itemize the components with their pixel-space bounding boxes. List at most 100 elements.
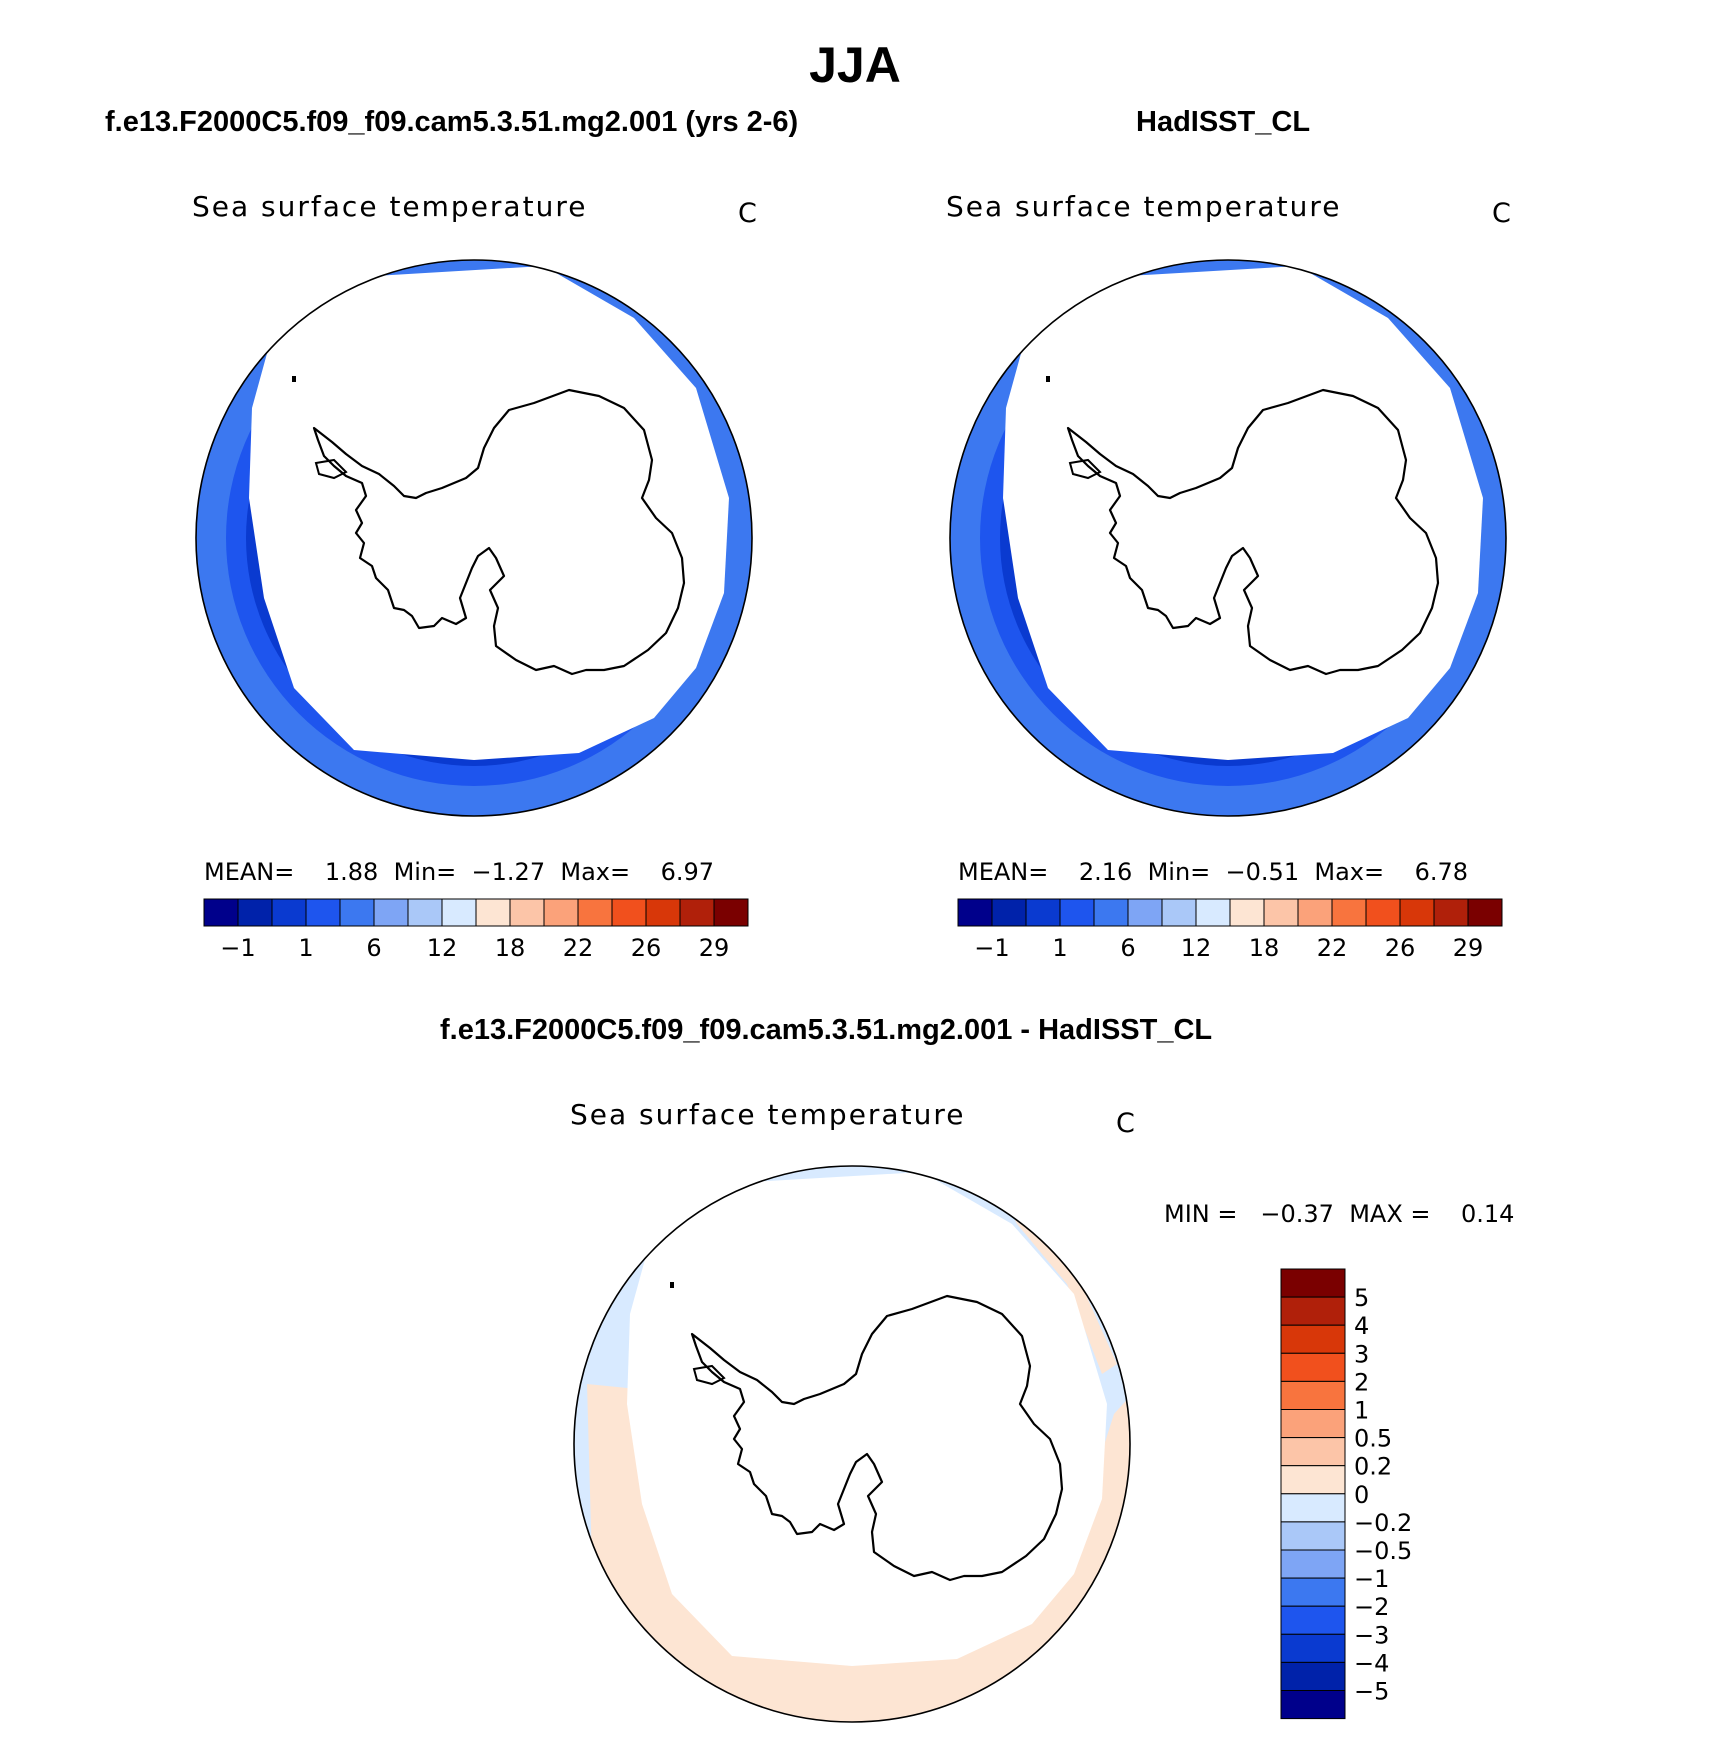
colorbar-swatch	[1280, 1605, 1346, 1635]
max-value: 6.78	[1414, 858, 1469, 886]
colorbar-swatch	[1280, 1465, 1346, 1495]
colorbar-swatch	[1280, 1661, 1346, 1691]
positive-anomaly-patch	[1002, 1194, 1117, 1374]
variable-label-diff: Sea surface temperature	[570, 1098, 966, 1131]
colorbar-tick-label: 5	[1354, 1284, 1369, 1312]
colorbar-swatch	[577, 898, 613, 927]
min-value: −1.27	[471, 858, 546, 886]
colorbar-tick-label: 3	[1354, 1340, 1369, 1368]
panel-title-diff: f.e13.F2000C5.f09_f09.cam5.3.51.mg2.001 …	[440, 1014, 1213, 1046]
mean-value: 2.16	[1078, 858, 1133, 886]
max-value: 0.14	[1461, 1200, 1515, 1228]
colorbar-swatch	[1280, 1268, 1346, 1298]
colorbar-tick-label: 29	[699, 934, 730, 962]
panel-title-model: f.e13.F2000C5.f09_f09.cam5.3.51.mg2.001 …	[105, 106, 799, 138]
colorbar-tick-label: 6	[1120, 934, 1135, 962]
colorbar-swatch	[991, 898, 1027, 927]
colorbar-tick-label: −1	[220, 934, 255, 962]
colorbar-tick-label: 0	[1354, 1481, 1369, 1509]
colorbar-tick-label: −0.2	[1354, 1509, 1412, 1537]
sea-ice-mask	[627, 1172, 1107, 1666]
island-marker	[1046, 376, 1050, 382]
colorbar-swatch	[475, 898, 511, 927]
stats-model: MEAN= 1.88 Min= −1.27 Max= 6.97	[204, 858, 714, 886]
colorbar-swatch	[1161, 898, 1197, 927]
map-boundary	[195, 259, 753, 817]
antarctica-coastline	[1066, 388, 1440, 676]
colorbar-swatch	[1280, 1577, 1346, 1607]
colorbar-tick-label: 29	[1453, 934, 1484, 962]
antarctica-coastline	[312, 388, 686, 676]
colorbar-swatch	[271, 898, 307, 927]
colorbar-swatch	[1433, 898, 1469, 927]
min-value: −0.51	[1225, 858, 1300, 886]
max-label: Max=	[560, 858, 631, 886]
polar-map-model	[195, 259, 753, 817]
sea-ice-mask	[1003, 266, 1483, 760]
colorbar-tick-label: 2	[1354, 1368, 1369, 1396]
colorbar-swatch	[509, 898, 545, 927]
colorbar-swatch	[1280, 1296, 1346, 1326]
colorbar-swatch	[441, 898, 477, 927]
colorbar-swatch	[1280, 1493, 1346, 1523]
colorbar-swatch	[543, 898, 579, 927]
colorbar-tick-label: 18	[1249, 934, 1280, 962]
colorbar-swatch	[1263, 898, 1299, 927]
map-boundary	[573, 1165, 1131, 1723]
colorbar-tick-label: 1	[1052, 934, 1067, 962]
colorbar-swatch	[305, 898, 341, 927]
colorbar-tick-label: 12	[427, 934, 458, 962]
colorbar-tick-label: −0.5	[1354, 1537, 1412, 1565]
colorbar-swatch	[1280, 1549, 1346, 1579]
colorbar-tick-label: −3	[1354, 1621, 1389, 1649]
colorbar-tick-label: −1	[1354, 1565, 1389, 1593]
colorbar-tick-label: −1	[974, 934, 1009, 962]
polar-map-obs	[949, 259, 1507, 817]
ice-shelf-outline	[692, 1364, 726, 1386]
map-boundary	[949, 259, 1507, 817]
colorbar-swatch	[611, 898, 647, 927]
colorbar-swatch	[1280, 1324, 1346, 1354]
colorbar-swatch	[713, 898, 749, 927]
colorbar-swatch	[1059, 898, 1095, 927]
colorbar-swatch	[645, 898, 681, 927]
ice-shelf-outline	[1068, 458, 1102, 480]
colorbar-tick-label: 18	[495, 934, 526, 962]
stats-obs: MEAN= 2.16 Min= −0.51 Max= 6.78	[958, 858, 1468, 886]
colorbar-swatch	[1467, 898, 1503, 927]
colorbar-tick-label: 26	[631, 934, 662, 962]
colorbar-swatch	[1365, 898, 1401, 927]
max-label: Max=	[1314, 858, 1385, 886]
colorbar-swatch	[1331, 898, 1367, 927]
island-marker	[292, 376, 296, 382]
colorbar-swatch	[1280, 1380, 1346, 1411]
colorbar-tick-label: 4	[1354, 1312, 1369, 1340]
mean-label: MEAN=	[958, 858, 1049, 886]
max-value: 6.97	[660, 858, 715, 886]
colorbar-tick-label: −4	[1354, 1649, 1389, 1677]
colorbar-swatch	[1297, 898, 1333, 927]
sea-ice-mask	[249, 266, 729, 760]
colorbar-swatch	[339, 898, 375, 927]
colorbar-swatch	[1399, 898, 1435, 927]
colorbar-tick-label: 12	[1181, 934, 1212, 962]
colorbar-tick-label: 0.2	[1354, 1453, 1392, 1481]
min-value: −0.37	[1260, 1200, 1334, 1228]
colorbar-swatch	[1229, 898, 1265, 927]
colorbar-tick-label: 6	[366, 934, 381, 962]
min-label: Min=	[1147, 858, 1211, 886]
colorbar-tick-label: 22	[1317, 934, 1348, 962]
colorbar-swatch	[1127, 898, 1163, 927]
units-label-diff: C	[1116, 1108, 1135, 1139]
colorbar-tick-label: −5	[1354, 1678, 1389, 1706]
mean-value: 1.88	[324, 858, 379, 886]
colorbar-tick-label: 1	[1354, 1397, 1369, 1425]
colorbar-swatch	[957, 898, 993, 927]
colorbar-swatch	[237, 898, 273, 927]
colorbar-swatch	[1280, 1690, 1346, 1720]
ice-shelf-outline	[314, 458, 348, 480]
colorbar-swatch	[1195, 898, 1231, 927]
colorbar-swatch	[1093, 898, 1129, 927]
max-label: MAX =	[1349, 1200, 1431, 1228]
